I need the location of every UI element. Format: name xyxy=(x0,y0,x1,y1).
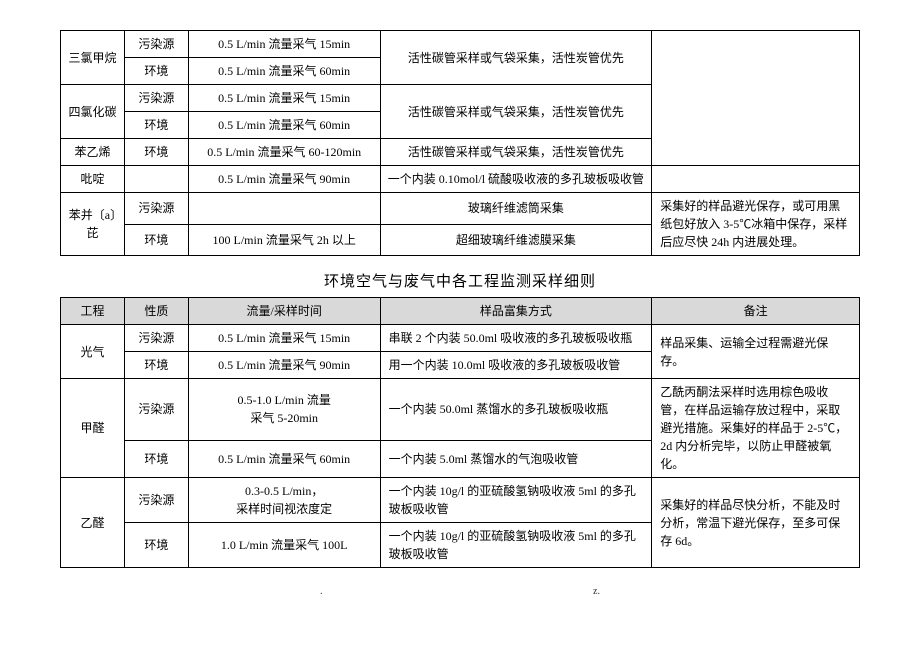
enrichment-method: 用一个内装 10.0ml 吸收液的多孔玻板吸收管 xyxy=(380,352,652,379)
enrichment-method: 一个内装 10g/l 的亚硫酸氢钠吸收液 5ml 的多孔玻板吸收管 xyxy=(380,523,652,568)
nature: 环境 xyxy=(124,112,188,139)
footer-right: z. xyxy=(593,586,600,597)
table-row: 甲醛污染源0.5-1.0 L/min 流量采气 5-20min一个内装 50.0… xyxy=(61,379,860,441)
nature: 污染源 xyxy=(124,325,188,352)
compound-name: 四氯化碳 xyxy=(61,85,125,139)
remark xyxy=(652,166,860,193)
enrichment-method: 一个内装 50.0ml 蒸馏水的多孔玻板吸收瓶 xyxy=(380,379,652,441)
enrichment-method: 超细玻璃纤维滤膜采集 xyxy=(380,224,652,256)
enrichment-method: 活性碳管采样或气袋采集，活性炭管优先 xyxy=(380,31,652,85)
flow-time: 100 L/min 流量采气 2h 以上 xyxy=(188,224,380,256)
flow-time: 1.0 L/min 流量采气 100L xyxy=(188,523,380,568)
compound-name: 苯并〔a〕芘 xyxy=(61,193,125,256)
table-row: 光气污染源0.5 L/min 流量采气 15min串联 2 个内装 50.0ml… xyxy=(61,325,860,352)
nature: 污染源 xyxy=(124,85,188,112)
column-header: 工程 xyxy=(61,298,125,325)
flow-time xyxy=(188,193,380,225)
remark: 样品采集、运输全过程需避光保存。 xyxy=(652,325,860,379)
nature: 环境 xyxy=(124,224,188,256)
compound-name: 乙醛 xyxy=(61,478,125,568)
sampling-table-2: 工程性质流量/采样时间样品富集方式备注 光气污染源0.5 L/min 流量采气 … xyxy=(60,297,860,568)
flow-time: 0.5 L/min 流量采气 60-120min xyxy=(188,139,380,166)
section-title: 环境空气与废气中各工程监测采样细则 xyxy=(60,270,860,291)
nature: 环境 xyxy=(124,139,188,166)
compound-name: 甲醛 xyxy=(61,379,125,478)
column-header: 性质 xyxy=(124,298,188,325)
enrichment-method: 活性碳管采样或气袋采集，活性炭管优先 xyxy=(380,85,652,139)
compound-name: 苯乙烯 xyxy=(61,139,125,166)
flow-time: 0.5 L/min 流量采气 90min xyxy=(188,166,380,193)
enrichment-method: 一个内装 0.10mol/l 硫酸吸收液的多孔玻板吸收管 xyxy=(380,166,652,193)
flow-time: 0.5 L/min 流量采气 15min xyxy=(188,31,380,58)
remark: 采集好的样品尽快分析，不能及时分析，常温下避光保存，至多可保存 6d。 xyxy=(652,478,860,568)
sampling-table-1: 三氯甲烷污染源0.5 L/min 流量采气 15min活性碳管采样或气袋采集，活… xyxy=(60,30,860,256)
nature: 污染源 xyxy=(124,193,188,225)
nature: 污染源 xyxy=(124,478,188,523)
flow-time: 0.5 L/min 流量采气 90min xyxy=(188,352,380,379)
footer-left: . xyxy=(320,586,323,597)
enrichment-method: 活性碳管采样或气袋采集，活性炭管优先 xyxy=(380,139,652,166)
flow-time: 0.5 L/min 流量采气 60min xyxy=(188,112,380,139)
enrichment-method: 串联 2 个内装 50.0ml 吸收液的多孔玻板吸收瓶 xyxy=(380,325,652,352)
table-row: 苯并〔a〕芘污染源玻璃纤维滤筒采集采集好的样品避光保存，或可用黑纸包好放入 3-… xyxy=(61,193,860,225)
nature: 环境 xyxy=(124,523,188,568)
flow-time: 0.5-1.0 L/min 流量采气 5-20min xyxy=(188,379,380,441)
flow-time: 0.5 L/min 流量采气 15min xyxy=(188,325,380,352)
remark: 采集好的样品避光保存，或可用黑纸包好放入 3-5℃冰箱中保存，采样后应尽快 24… xyxy=(652,193,860,256)
compound-name: 吡啶 xyxy=(61,166,125,193)
column-header: 备注 xyxy=(652,298,860,325)
table-row: 乙醛污染源0.3-0.5 L/min，采样时间视浓度定一个内装 10g/l 的亚… xyxy=(61,478,860,523)
flow-time: 0.5 L/min 流量采气 60min xyxy=(188,440,380,477)
column-header: 流量/采样时间 xyxy=(188,298,380,325)
nature: 环境 xyxy=(124,440,188,477)
compound-name: 三氯甲烷 xyxy=(61,31,125,85)
column-header: 样品富集方式 xyxy=(380,298,652,325)
flow-time: 0.3-0.5 L/min，采样时间视浓度定 xyxy=(188,478,380,523)
remark: 乙酰丙酮法采样时选用棕色吸收管，在样品运输存放过程中，采取避光措施。采集好的样品… xyxy=(652,379,860,478)
enrichment-method: 一个内装 10g/l 的亚硫酸氢钠吸收液 5ml 的多孔玻板吸收管 xyxy=(380,478,652,523)
nature: 污染源 xyxy=(124,31,188,58)
enrichment-method: 玻璃纤维滤筒采集 xyxy=(380,193,652,225)
footer-marks: . z. xyxy=(60,586,860,597)
enrichment-method: 一个内装 5.0ml 蒸馏水的气泡吸收管 xyxy=(380,440,652,477)
compound-name: 光气 xyxy=(61,325,125,379)
remark xyxy=(652,31,860,166)
nature: 环境 xyxy=(124,352,188,379)
table-row: 三氯甲烷污染源0.5 L/min 流量采气 15min活性碳管采样或气袋采集，活… xyxy=(61,31,860,58)
flow-time: 0.5 L/min 流量采气 15min xyxy=(188,85,380,112)
nature xyxy=(124,166,188,193)
nature: 环境 xyxy=(124,58,188,85)
table-row: 吡啶 0.5 L/min 流量采气 90min一个内装 0.10mol/l 硫酸吸… xyxy=(61,166,860,193)
nature: 污染源 xyxy=(124,379,188,441)
flow-time: 0.5 L/min 流量采气 60min xyxy=(188,58,380,85)
